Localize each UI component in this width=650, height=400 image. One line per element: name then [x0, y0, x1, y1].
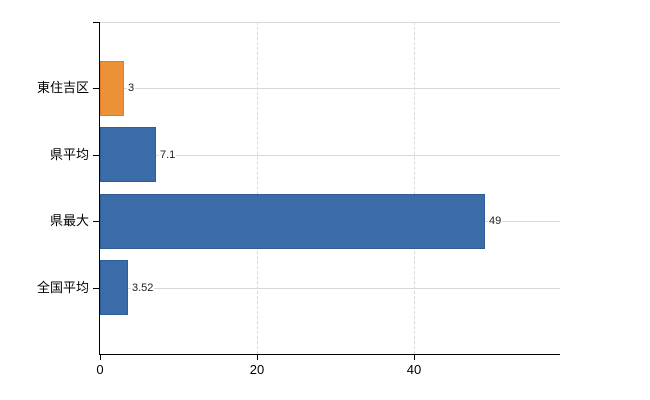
gridline-horizontal	[100, 155, 560, 156]
plot-top-border	[100, 22, 560, 23]
gridline-horizontal	[100, 88, 560, 89]
category-label: 県平均	[49, 147, 89, 162]
bar	[100, 127, 156, 182]
bar	[100, 194, 485, 249]
x-axis-tick	[100, 355, 101, 360]
y-axis-top-tick	[93, 22, 99, 23]
gridline-vertical	[414, 22, 415, 354]
x-axis-line	[99, 354, 560, 355]
bar	[100, 61, 124, 116]
y-axis-tick	[93, 221, 99, 222]
y-axis-tick	[93, 288, 99, 289]
y-axis-tick	[93, 155, 99, 156]
bar-value-label: 49	[488, 214, 503, 228]
bar-value-label: 7.1	[159, 148, 177, 162]
x-tick-label: 20	[249, 362, 265, 377]
category-label: 全国平均	[36, 280, 89, 295]
bar-value-label: 3.52	[131, 281, 155, 295]
x-axis-tick	[414, 355, 415, 360]
category-label: 東住吉区	[36, 80, 89, 95]
y-axis-labels: 東住吉区県平均県最大全国平均	[0, 22, 90, 354]
plot-area: 3 7.1 49 3.52	[100, 22, 560, 354]
x-tick-label: 40	[406, 362, 422, 377]
y-axis-tick	[93, 88, 99, 89]
category-label: 県最大	[49, 213, 89, 228]
gridline-vertical	[257, 22, 258, 354]
bar	[100, 260, 128, 315]
bar-value-label: 3	[127, 81, 136, 95]
x-tick-label: 0	[96, 362, 104, 377]
y-axis-line	[99, 22, 100, 355]
gridline-horizontal	[100, 288, 560, 289]
x-axis-tick	[257, 355, 258, 360]
